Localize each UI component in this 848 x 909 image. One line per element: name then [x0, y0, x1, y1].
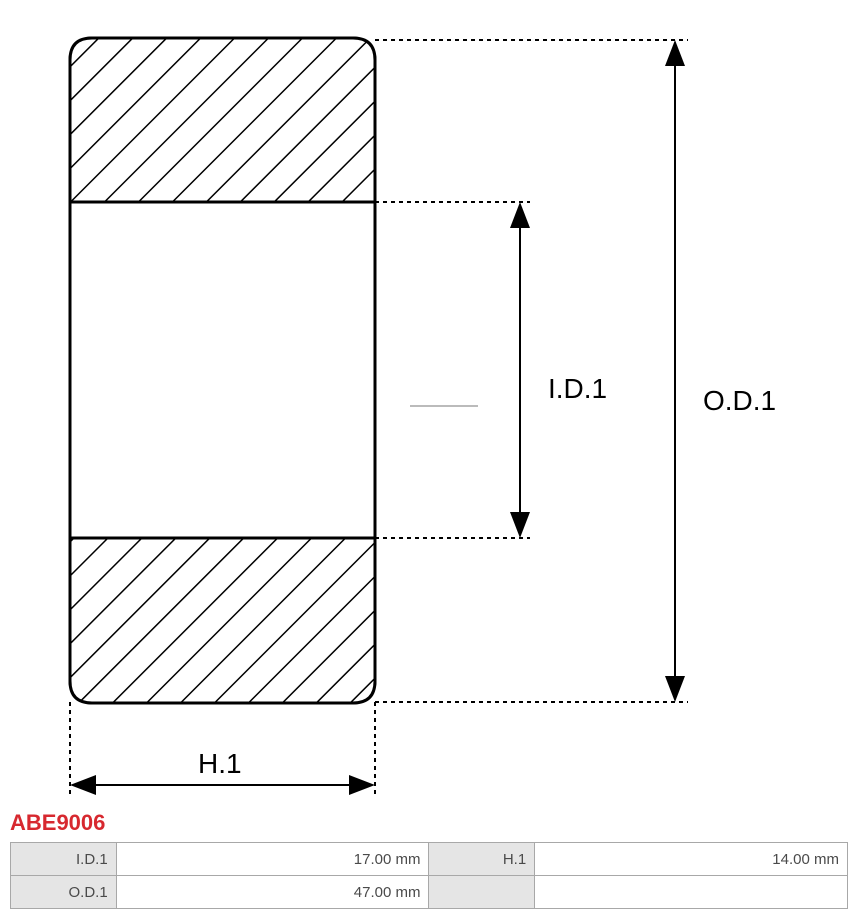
spec-key [429, 876, 535, 909]
spec-key: H.1 [429, 843, 535, 876]
bearing-section-diagram: O.D.1 I.D.1 H.1 [0, 0, 848, 810]
spec-val [535, 876, 848, 909]
bottom-wall-hatch [70, 538, 375, 703]
spec-key: O.D.1 [11, 876, 117, 909]
diagram-container: O.D.1 I.D.1 H.1 [0, 0, 848, 810]
od-label: O.D.1 [703, 385, 776, 416]
h-arrow-head-right [349, 775, 375, 795]
top-wall-hatch [70, 38, 375, 202]
part-code: ABE9006 [0, 810, 848, 836]
specs-table: I.D.1 17.00 mm H.1 14.00 mm O.D.1 47.00 … [10, 842, 848, 909]
id-label: I.D.1 [548, 373, 607, 404]
spec-val: 14.00 mm [535, 843, 848, 876]
id-arrow-head-bot [510, 512, 530, 538]
h-arrow-head-left [70, 775, 96, 795]
spec-val: 17.00 mm [116, 843, 429, 876]
id-arrow-head-top [510, 202, 530, 228]
table-row: O.D.1 47.00 mm [11, 876, 848, 909]
h-label: H.1 [198, 748, 242, 779]
table-row: I.D.1 17.00 mm H.1 14.00 mm [11, 843, 848, 876]
od-arrow-head-bot [665, 676, 685, 702]
spec-key: I.D.1 [11, 843, 117, 876]
od-arrow-head-top [665, 40, 685, 66]
spec-val: 47.00 mm [116, 876, 429, 909]
